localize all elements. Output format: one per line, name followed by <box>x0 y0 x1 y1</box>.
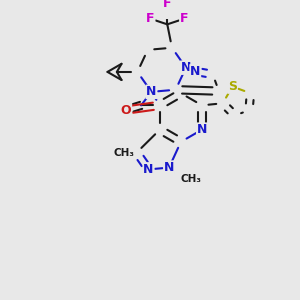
Text: N: N <box>190 65 200 78</box>
Text: F: F <box>180 12 188 25</box>
Text: N: N <box>146 85 157 98</box>
Text: O: O <box>121 103 131 116</box>
Text: N: N <box>143 163 154 176</box>
Text: CH₃: CH₃ <box>113 148 134 158</box>
Text: N: N <box>181 61 191 74</box>
Text: CH₃: CH₃ <box>180 174 201 184</box>
Text: S: S <box>228 80 237 93</box>
Text: N: N <box>197 123 207 136</box>
Text: F: F <box>163 0 172 10</box>
Text: N: N <box>164 161 174 174</box>
Text: F: F <box>146 12 155 25</box>
